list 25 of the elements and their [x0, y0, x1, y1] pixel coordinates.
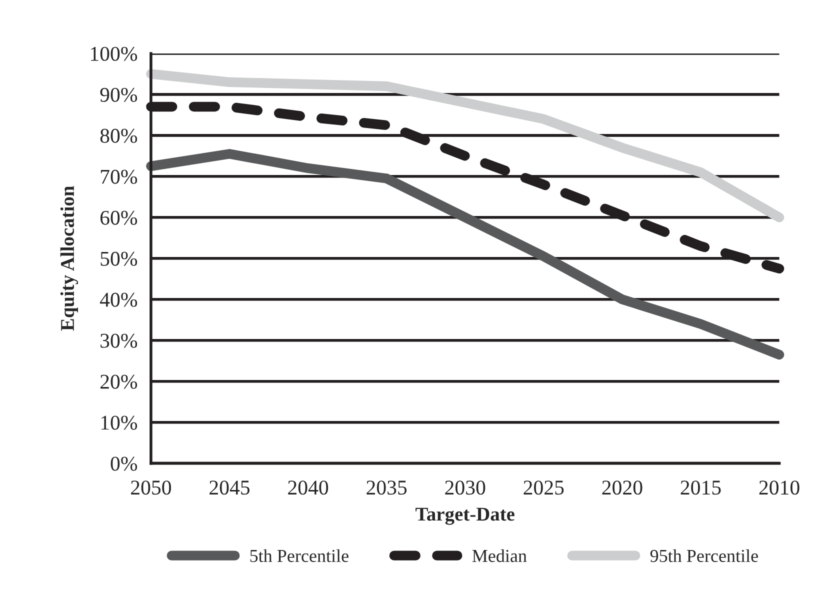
y-tick-label: 10% — [101, 416, 138, 430]
y-tick-label: 100% — [90, 46, 138, 61]
legend-label: 5th Percentile — [250, 549, 348, 562]
y-tick-label: 20% — [100, 374, 138, 389]
x-tick-label: 2040 — [288, 480, 328, 495]
x-axis-title: Target-Date — [416, 508, 514, 525]
y-tick-label: 0% — [110, 456, 138, 471]
y-tick-label: 80% — [100, 128, 138, 143]
legend-label: Median — [472, 549, 527, 562]
x-tick-label: 2050 — [131, 480, 171, 495]
x-tick-label: 2045 — [210, 480, 250, 495]
x-tick-label: 2035 — [366, 480, 407, 495]
y-tick-label: 90% — [100, 88, 138, 102]
y-tick-label: 50% — [100, 252, 138, 266]
x-tick-label: 2015 — [680, 480, 721, 495]
y-axis-title: Equity Allocation — [60, 186, 78, 331]
x-tick-label: 2030 — [445, 480, 486, 495]
x-tick-label: 2010 — [759, 480, 800, 495]
y-tick-label: 60% — [100, 210, 138, 225]
x-tick-label: 2025 — [524, 480, 564, 495]
legend-label: 95th Percentile — [650, 549, 758, 562]
y-tick-label: 30% — [100, 334, 138, 348]
x-tick-label: 2020 — [602, 480, 642, 495]
y-tick-label: 70% — [100, 170, 138, 184]
y-tick-label: 40% — [100, 292, 138, 307]
